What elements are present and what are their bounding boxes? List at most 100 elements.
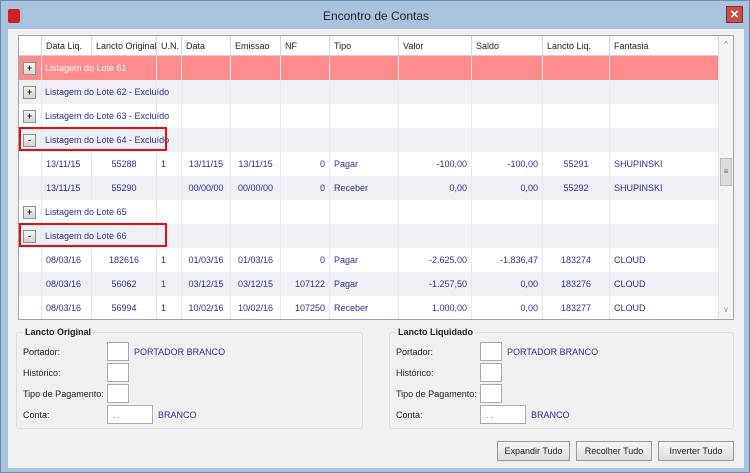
column-header[interactable]: NF bbox=[281, 36, 330, 56]
grid-cell bbox=[281, 80, 330, 104]
table-row[interactable]: 13/11/15 55288 1 13/11/15 13/11/15 0 Pagar -100… bbox=[19, 152, 719, 176]
conta-input[interactable]: . . bbox=[480, 405, 526, 424]
cell-nf: 107250 bbox=[281, 296, 330, 319]
tipo-pagamento-input[interactable] bbox=[107, 384, 129, 403]
grid-cell bbox=[472, 200, 543, 224]
cell-data-liq-: 13/11/15 bbox=[42, 176, 92, 200]
cell-saldo: 0,00 bbox=[472, 272, 543, 296]
grid-cell bbox=[182, 104, 231, 128]
column-header[interactable]: Data Liq. bbox=[42, 36, 92, 56]
table-row[interactable]: 13/11/15 55290 00/00/00 00/00/00 0 Receber 0,0… bbox=[19, 176, 719, 200]
cell-saldo: -100,00 bbox=[472, 152, 543, 176]
collapse-all-button[interactable]: Recolher Tudo bbox=[576, 441, 652, 461]
grid-cell bbox=[231, 224, 281, 248]
grid-cell bbox=[610, 200, 719, 224]
client-area: + Listagem do Lote 61 + Listagem do Lote 62… bbox=[8, 29, 744, 468]
column-header[interactable]: Valor bbox=[399, 36, 472, 56]
grid-cell bbox=[231, 200, 281, 224]
grid-cell bbox=[182, 128, 231, 152]
grid-cell bbox=[543, 224, 610, 248]
grid-cell bbox=[330, 224, 399, 248]
invert-all-button[interactable]: Inverter Tudo bbox=[658, 441, 734, 461]
cell-fantasia: CLOUD bbox=[610, 272, 719, 296]
expander-cell bbox=[19, 272, 42, 296]
grid-cell bbox=[399, 128, 472, 152]
column-header[interactable]: Lancto Liq. bbox=[543, 36, 610, 56]
grid-cell bbox=[472, 56, 543, 80]
highlight-box bbox=[19, 127, 167, 151]
cell-nf: 107122 bbox=[281, 272, 330, 296]
historico-input[interactable] bbox=[480, 363, 502, 382]
table-row[interactable]: 08/03/16 182616 1 01/03/16 01/03/16 0 Pagar -2.… bbox=[19, 248, 719, 272]
portador-label: Portador: bbox=[23, 347, 61, 357]
grid-cell bbox=[281, 104, 330, 128]
portador-value: PORTADOR BRANCO bbox=[507, 347, 599, 357]
expand-icon[interactable]: + bbox=[23, 62, 36, 75]
column-header[interactable]: Fantasia bbox=[610, 36, 719, 56]
expand-icon[interactable]: + bbox=[23, 110, 36, 123]
portador-input[interactable] bbox=[480, 342, 502, 361]
cell-emissao: 01/03/16 bbox=[231, 248, 281, 272]
cell-emissao: 03/12/15 bbox=[231, 272, 281, 296]
collapse-icon[interactable]: - bbox=[23, 134, 36, 147]
column-header[interactable]: Lancto Original bbox=[92, 36, 157, 56]
cell-data: 03/12/15 bbox=[182, 272, 231, 296]
scroll-up-icon[interactable]: ^ bbox=[724, 40, 728, 49]
expand-all-button[interactable]: Expandir Tudo bbox=[497, 441, 570, 461]
group-row[interactable]: + Listagem do Lote 65 bbox=[19, 200, 719, 224]
scroll-thumb[interactable]: ≡ bbox=[720, 158, 732, 186]
grid-cell bbox=[281, 56, 330, 80]
cell-tipo: Pagar bbox=[330, 272, 399, 296]
historico-input[interactable] bbox=[107, 363, 129, 382]
grid-cell bbox=[231, 80, 281, 104]
group-row[interactable]: - Listagem do Lote 64 - Excluído bbox=[19, 127, 719, 152]
conta-input[interactable]: . . bbox=[107, 405, 153, 424]
lancto-liquidado-group: Lancto Liquidado Portador: PORTADOR BRAN… bbox=[389, 327, 734, 429]
expander-cell bbox=[19, 80, 42, 104]
header-expander-column bbox=[19, 36, 42, 56]
grid-cell bbox=[182, 80, 231, 104]
cell-valor: -100,00 bbox=[399, 152, 472, 176]
expander-cell bbox=[19, 200, 42, 224]
expander-cell bbox=[19, 224, 42, 248]
group-label: Listagem do Lote 63 - Excluído bbox=[45, 111, 170, 121]
scroll-down-icon[interactable]: v bbox=[724, 305, 728, 314]
tipo-pagamento-input[interactable] bbox=[480, 384, 502, 403]
grid-cell bbox=[543, 80, 610, 104]
column-header[interactable]: Emissao bbox=[231, 36, 281, 56]
column-header[interactable]: Saldo bbox=[472, 36, 543, 56]
group-row[interactable]: - Listagem do Lote 66 bbox=[19, 223, 719, 248]
close-button[interactable]: ✕ bbox=[726, 6, 743, 23]
collapse-icon[interactable]: - bbox=[23, 230, 36, 243]
grid-cell bbox=[472, 128, 543, 152]
grid-cell bbox=[182, 200, 231, 224]
highlight-box bbox=[19, 223, 167, 247]
grid-cell bbox=[543, 56, 610, 80]
group-row[interactable]: + Listagem do Lote 61 bbox=[19, 56, 719, 80]
column-header[interactable]: Tipo bbox=[330, 36, 399, 56]
expand-icon[interactable]: + bbox=[23, 206, 36, 219]
group-row[interactable]: + Listagem do Lote 62 - Excluído bbox=[19, 80, 719, 104]
cell-emissao: 10/02/16 bbox=[231, 296, 281, 319]
expand-icon[interactable]: + bbox=[23, 86, 36, 99]
table-row[interactable]: 08/03/16 56994 1 10/02/16 10/02/16 107250 Rece… bbox=[19, 296, 719, 319]
grid-cell bbox=[330, 56, 399, 80]
column-header[interactable]: U.N. bbox=[157, 36, 182, 56]
group-label: Listagem do Lote 65 bbox=[45, 207, 127, 217]
grid-cell bbox=[182, 224, 231, 248]
table-row[interactable]: 08/03/16 56062 1 03/12/15 03/12/15 107122 Paga… bbox=[19, 272, 719, 296]
group-row[interactable]: + Listagem do Lote 63 - Excluído bbox=[19, 104, 719, 128]
conta-label: Conta: bbox=[23, 410, 50, 420]
vertical-scrollbar[interactable]: ^ ≡ v bbox=[718, 36, 733, 319]
cell-tipo: Receber bbox=[330, 296, 399, 319]
grid-header: Data Liq. Lancto Original U.N. Data Emissao N… bbox=[19, 36, 719, 56]
grid-cell bbox=[330, 200, 399, 224]
cell-lancto-liq-: 183276 bbox=[543, 272, 610, 296]
portador-input[interactable] bbox=[107, 342, 129, 361]
column-header[interactable]: Data bbox=[182, 36, 231, 56]
app-icon bbox=[8, 9, 20, 23]
group-title: Lancto Original bbox=[23, 327, 94, 337]
cell-nf: 0 bbox=[281, 248, 330, 272]
grid-cell bbox=[182, 56, 231, 80]
